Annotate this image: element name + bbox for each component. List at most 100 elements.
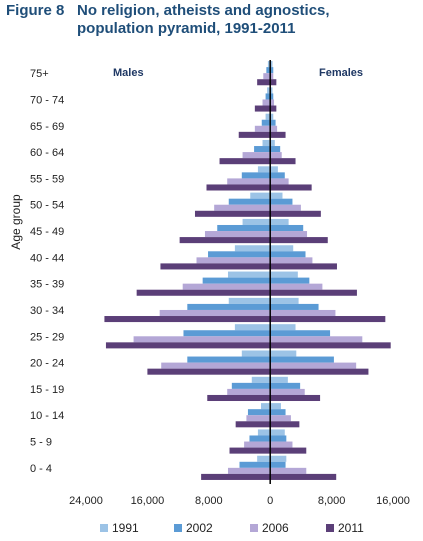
legend-label-2002: 2002: [186, 521, 213, 535]
bar-female-2002-14: [270, 93, 274, 100]
bar-female-1991-12: [270, 139, 275, 147]
bar-female-2011-14: [270, 105, 277, 112]
bar-male-1991-0: [257, 455, 271, 462]
age-group-labels: 0 - 4 5 - 9 10 - 14 15 - 19 20 - 24 25 - 29 30…: [30, 68, 64, 475]
bar-male-2011-2: [235, 421, 271, 428]
bar-female-1991-0: [270, 455, 287, 462]
bar-male-2006-10: [214, 204, 271, 211]
bar-male-1991-3: [251, 376, 271, 383]
bar-male-1991-9: [242, 218, 271, 225]
age-group-label: 45 - 49: [30, 226, 64, 238]
bar-female-2006-10: [270, 204, 301, 211]
bar-male-2002-9: [217, 224, 271, 232]
bar-female-1991-5: [270, 324, 296, 331]
bar-female-2011-10: [270, 210, 321, 217]
bar-male-2002-1: [249, 435, 271, 442]
bar-female-1991-15: [270, 61, 273, 68]
bar-male-2002-0: [239, 461, 271, 468]
bar-female-2011-13: [270, 131, 286, 138]
bar-male-2006-11: [227, 178, 271, 185]
bar-female-2006-12: [270, 152, 282, 159]
x-tick-label: 8,000: [195, 495, 223, 507]
bar-male-2011-11: [206, 184, 271, 191]
legend-swatch-2006: [250, 524, 258, 532]
bar-male-2006-3: [227, 388, 271, 395]
bar-male-2002-7: [202, 277, 271, 284]
bar-female-2011-1: [270, 447, 307, 454]
bar-female-2011-9: [270, 237, 328, 244]
bar-male-1991-7: [227, 271, 271, 278]
x-tick-label: 16,000: [376, 495, 410, 507]
bar-female-2011-3: [270, 394, 321, 402]
bar-female-2006-8: [270, 257, 313, 264]
bar-female-2002-6: [270, 303, 319, 310]
bar-male-2006-7: [182, 283, 271, 290]
y-axis-label: Age group: [9, 194, 23, 250]
age-group-label: 5 - 9: [30, 437, 52, 449]
bar-female-2011-11: [270, 184, 312, 191]
bar-female-2011-5: [270, 342, 391, 349]
bar-female-2011-6: [270, 316, 386, 323]
bar-female-2002-12: [270, 146, 281, 153]
males-label: Males: [113, 67, 144, 79]
age-group-label: 60 - 64: [30, 147, 64, 159]
bar-male-1991-15: [267, 61, 271, 68]
x-tick-label: 0: [267, 495, 273, 507]
bar-female-1991-1: [270, 429, 285, 436]
bar-male-1991-12: [262, 139, 271, 147]
bar-male-2002-4: [187, 356, 271, 363]
bar-female-1991-11: [270, 166, 278, 173]
bar-male-2011-4: [147, 368, 271, 375]
bar-male-2002-15: [266, 67, 271, 74]
bar-male-1991-5: [234, 324, 271, 331]
bar-male-1991-1: [257, 429, 271, 436]
bar-male-2006-8: [196, 257, 271, 264]
age-group-label: 0 - 4: [30, 463, 52, 475]
bar-male-2011-9: [179, 237, 271, 244]
bar-male-2006-9: [204, 231, 271, 238]
bar-female-1991-14: [270, 87, 273, 94]
bar-female-2011-4: [270, 368, 369, 375]
bar-male-2006-5: [133, 336, 271, 343]
age-group-label: 20 - 24: [30, 358, 64, 370]
bar-female-2011-2: [270, 421, 300, 428]
bar-male-1991-8: [234, 245, 271, 252]
bar-male-2002-13: [261, 119, 271, 126]
bar-male-2011-14: [254, 105, 271, 112]
bar-female-2002-0: [270, 461, 286, 468]
bar-female-2002-15: [270, 67, 274, 74]
bar-male-1991-10: [250, 192, 271, 199]
bar-male-2011-3: [207, 394, 271, 402]
legend-label-2011: 2011: [338, 521, 364, 535]
age-group-label: 65 - 69: [30, 121, 64, 133]
bar-female-1991-3: [270, 376, 288, 383]
legend-swatch-2011: [326, 524, 334, 532]
bar-male-1991-4: [241, 350, 271, 357]
bar-male-1991-2: [260, 403, 271, 410]
bar-female-1991-7: [270, 271, 298, 278]
bar-male-1991-6: [228, 297, 271, 304]
bar-female-2002-13: [270, 119, 276, 126]
bar-male-1991-14: [267, 87, 271, 94]
bar-female-2006-4: [270, 362, 357, 369]
bar-female-2011-0: [270, 473, 337, 480]
bar-male-2002-8: [208, 251, 271, 258]
title-line-1: No religion, atheists and agnostics,: [77, 2, 330, 19]
bar-male-2006-12: [242, 152, 271, 159]
bar-female-2002-7: [270, 277, 310, 284]
x-axis-tick-labels: 24,000 16,000 8,000 0 8,000 16,000: [69, 495, 410, 507]
bar-male-2002-11: [241, 172, 271, 179]
bar-female-2002-3: [270, 382, 301, 389]
bar-female-2002-8: [270, 251, 306, 258]
bar-female-2006-6: [270, 309, 336, 317]
bar-female-2002-1: [270, 435, 287, 442]
bar-male-1991-11: [257, 166, 271, 173]
bar-female-1991-10: [270, 192, 283, 199]
legend: 1991 2002 2006 2011: [100, 521, 364, 535]
bar-male-2011-13: [238, 131, 271, 138]
bars-group: [104, 61, 391, 480]
bar-female-2011-12: [270, 158, 296, 165]
bar-male-2006-2: [246, 415, 271, 422]
age-group-label: 35 - 39: [30, 279, 64, 291]
